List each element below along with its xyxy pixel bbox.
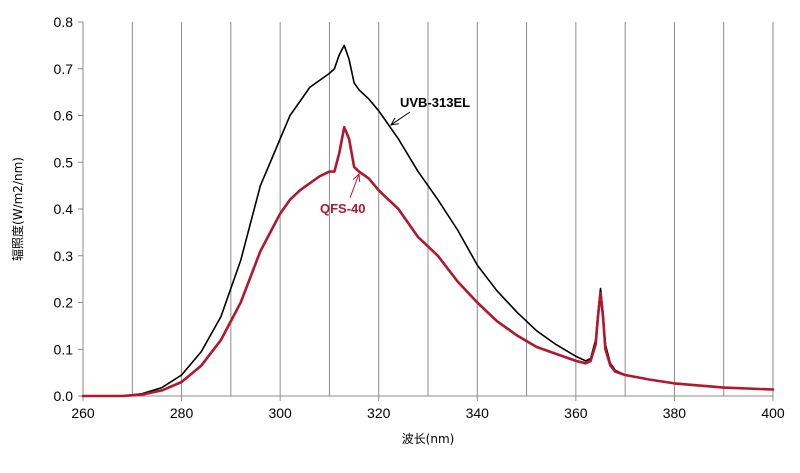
y-tick-label: 0.8 [54,14,74,30]
annotation-arrow-head [390,117,400,126]
x-axis-ticks: 260 280 300 320 340 360 380 400 [71,396,785,421]
y-tick-label: 0.5 [54,154,74,170]
x-tick-label: 340 [466,405,490,421]
vertical-gridlines [131,22,774,396]
y-tick-label: 0.7 [54,61,74,77]
x-axis-label: 波长(nm) [402,432,455,446]
y-tick-label: 0.4 [54,201,74,217]
annotation-label: UVB-313EL [400,95,470,110]
y-tick-label: 0.1 [54,341,74,357]
series-annotations: UVB-313EL QFS-40 [320,95,470,216]
y-axis-ticks: 0.0 0.1 0.2 0.3 0.4 0.5 0.6 0.7 0.8 [54,14,83,404]
annotation-label: QFS-40 [320,201,366,216]
x-tick-label: 380 [663,405,687,421]
y-tick-label: 0.6 [54,108,74,124]
y-tick-label: 0.2 [54,295,74,311]
x-tick-label: 280 [170,405,194,421]
y-tick-label: 0.3 [54,248,74,264]
x-tick-label: 300 [268,405,292,421]
x-tick-label: 320 [367,405,391,421]
annotation-arrow-head [352,172,361,182]
y-axis-label: 辐照度(W/m2/nm) [10,157,25,261]
x-tick-label: 260 [71,405,95,421]
series-lines [81,44,775,398]
annotation-arrow-line [349,173,360,199]
x-tick-label: 360 [564,405,588,421]
annotation-arrow-line [390,111,411,126]
series-line-qfs-40 [81,125,775,398]
y-tick-label: 0.0 [54,388,74,404]
x-tick-label: 400 [761,405,785,421]
